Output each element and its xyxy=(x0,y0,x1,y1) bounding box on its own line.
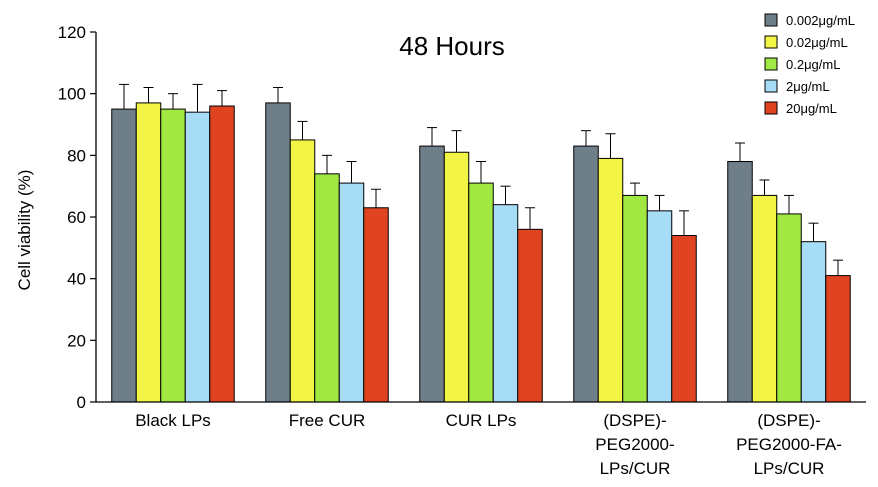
legend-label: 0.02μg/mL xyxy=(786,35,848,50)
bar xyxy=(776,213,802,403)
bar xyxy=(622,194,648,403)
bar xyxy=(825,275,851,403)
legend-swatch xyxy=(764,79,778,93)
legend-label: 20μg/mL xyxy=(786,101,837,116)
bar xyxy=(338,182,365,403)
bar xyxy=(492,204,519,403)
bar xyxy=(209,105,235,403)
bar xyxy=(573,145,599,403)
bar xyxy=(671,235,697,403)
legend-label: 0.2μg/mL xyxy=(786,57,840,72)
y-axis-label: Cell viability (%) xyxy=(15,170,34,291)
bar xyxy=(184,111,211,403)
bar xyxy=(597,157,624,403)
bar xyxy=(265,102,291,403)
bar xyxy=(419,145,445,403)
bar xyxy=(646,210,673,403)
y-tick-label: 0 xyxy=(77,393,86,412)
bar xyxy=(111,108,137,403)
plot-area xyxy=(111,83,851,403)
bar xyxy=(517,228,543,403)
legend-label: 2μg/mL xyxy=(786,79,830,94)
x-tick-label: LPs/CUR xyxy=(600,459,671,478)
y-tick-label: 80 xyxy=(67,146,86,165)
legend-swatch xyxy=(764,101,778,115)
bar xyxy=(160,108,186,403)
bar xyxy=(135,102,162,403)
y-tick-label: 20 xyxy=(67,331,86,350)
bar xyxy=(289,139,316,403)
x-tick-label: CUR LPs xyxy=(446,411,517,430)
legend-label: 0.002μg/mL xyxy=(786,13,855,28)
bar xyxy=(443,151,470,403)
y-tick-label: 60 xyxy=(67,208,86,227)
bar xyxy=(468,182,494,403)
x-tick-label: PEG2000-FA- xyxy=(736,435,842,454)
bar xyxy=(751,194,778,403)
x-tick-label: LPs/CUR xyxy=(754,459,825,478)
legend: 0.002μg/mL 0.02μg/mL 0.2μg/mL 2μg/mL 20μg/mL xyxy=(764,13,855,116)
legend-swatch xyxy=(764,57,778,71)
x-tick-label: (DSPE)- xyxy=(603,411,666,430)
x-tick-label: Free CUR xyxy=(289,411,366,430)
bar xyxy=(363,207,389,403)
y-tick-label: 40 xyxy=(67,270,86,289)
x-tick-label: PEG2000- xyxy=(595,435,674,454)
bar xyxy=(314,173,340,403)
bar xyxy=(727,161,753,403)
legend-swatch xyxy=(764,35,778,49)
legend-swatch xyxy=(764,13,778,27)
bar xyxy=(800,241,827,403)
y-tick-label: 120 xyxy=(58,23,86,42)
axes: 0 20 40 60 80 100 120 Black LPs Free CUR CUR LPs (… xyxy=(58,23,866,478)
x-tick-label: Black LPs xyxy=(135,411,211,430)
chart-title: 48 Hours xyxy=(399,31,505,61)
y-tick-label: 100 xyxy=(58,85,86,104)
x-tick-label: (DSPE)- xyxy=(757,411,820,430)
